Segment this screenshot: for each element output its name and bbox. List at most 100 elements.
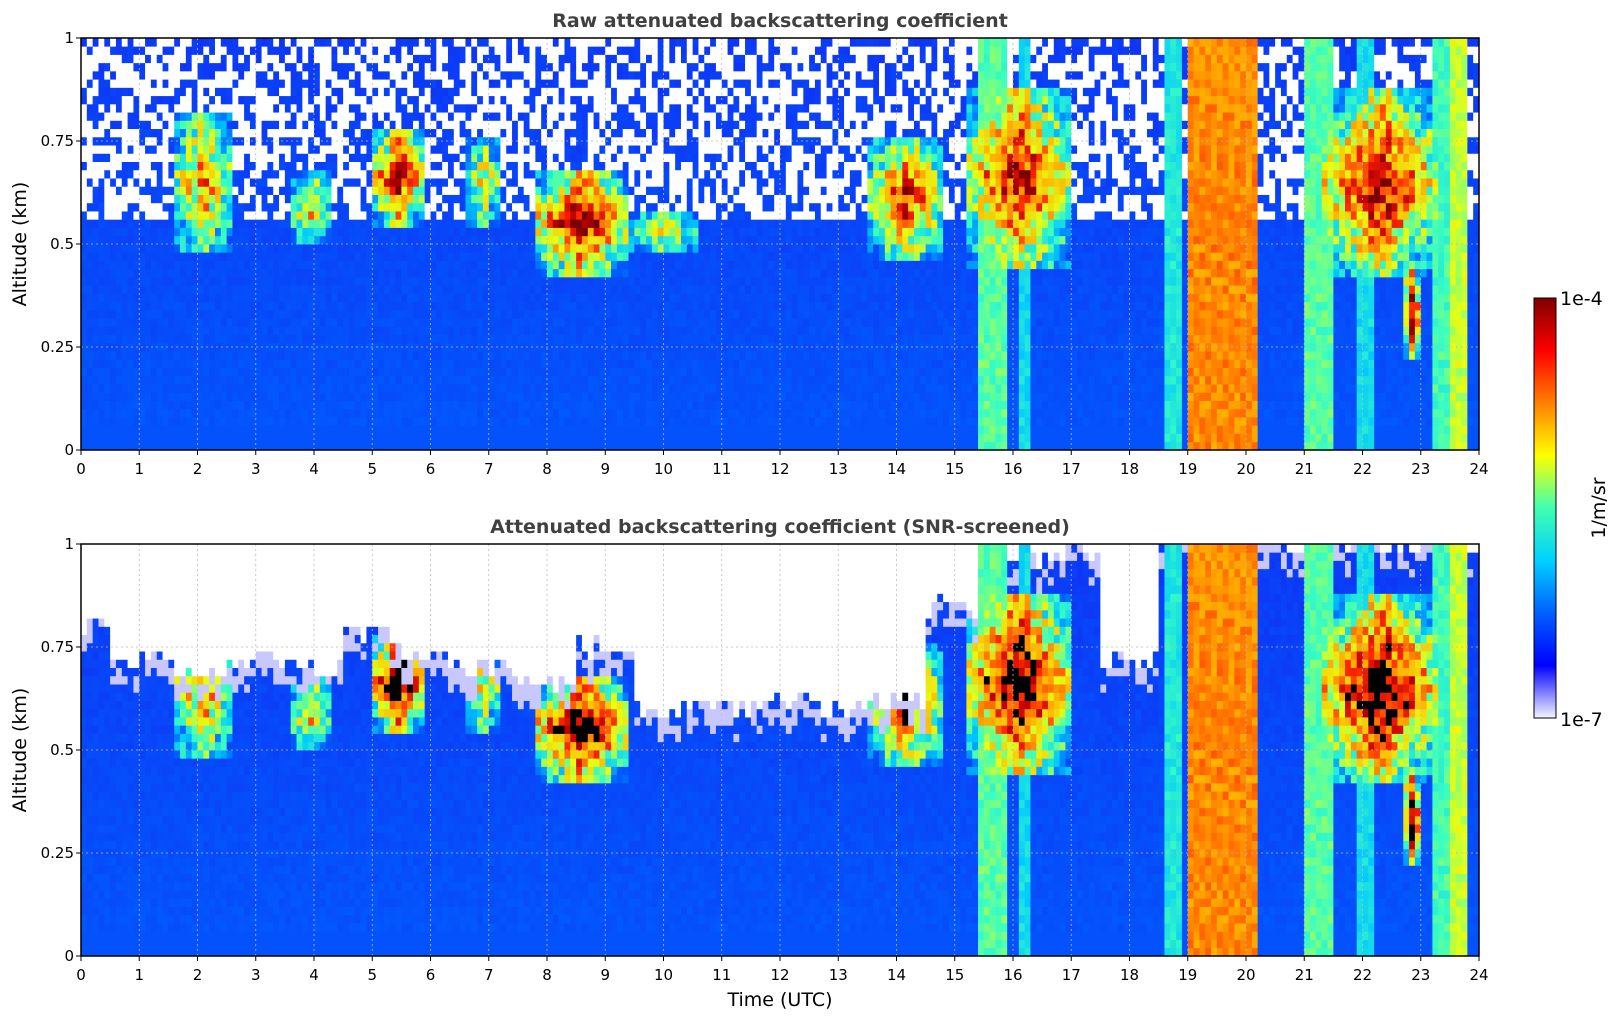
heatmap-cell xyxy=(605,103,612,113)
heatmap-cell xyxy=(599,244,606,253)
heatmap-cell xyxy=(529,425,536,434)
heatmap-cell xyxy=(389,425,396,434)
heatmap-cell xyxy=(657,202,664,212)
heatmap-cell xyxy=(86,351,94,360)
heatmap-cell xyxy=(418,326,426,336)
heatmap-cell xyxy=(517,276,525,286)
heatmap-cell xyxy=(191,392,198,401)
heatmap-cell xyxy=(244,178,251,187)
heatmap-cell xyxy=(331,425,338,434)
heatmap-cell xyxy=(552,202,560,212)
heatmap-cell xyxy=(209,169,216,179)
heatmap-cell xyxy=(477,375,484,385)
heatmap-cell xyxy=(81,425,88,434)
heatmap-cell xyxy=(232,87,239,97)
heatmap-cell xyxy=(238,227,245,237)
heatmap-cell xyxy=(517,293,525,303)
heatmap-cell xyxy=(494,417,501,426)
heatmap-cell xyxy=(401,276,408,286)
heatmap-cell xyxy=(343,293,350,303)
heatmap-cell xyxy=(296,103,303,113)
heatmap-cell xyxy=(127,95,134,105)
heatmap-cell xyxy=(302,194,309,204)
heatmap-cell xyxy=(552,186,560,195)
heatmap-cell xyxy=(616,211,624,220)
heatmap-cell xyxy=(314,178,321,187)
heatmap-cell xyxy=(494,252,501,261)
heatmap-cell xyxy=(185,318,193,327)
heatmap-cell xyxy=(121,54,129,64)
heatmap-cell xyxy=(314,252,321,261)
heatmap-cell xyxy=(226,211,233,220)
heatmap-cell xyxy=(279,70,286,80)
heatmap-cell xyxy=(244,417,251,426)
heatmap-cell xyxy=(284,202,292,212)
heatmap-cell xyxy=(284,375,292,385)
heatmap-cell xyxy=(279,54,286,64)
heatmap-cell xyxy=(366,252,373,261)
heatmap-cell xyxy=(156,227,163,237)
heatmap-cell xyxy=(238,351,245,360)
heatmap-cell xyxy=(552,120,560,130)
heatmap-cell xyxy=(308,417,315,426)
heatmap-cell xyxy=(383,95,391,105)
heatmap-cell xyxy=(599,46,606,55)
heatmap-cell xyxy=(552,441,560,451)
heatmap-cell xyxy=(442,235,449,245)
heatmap-cell xyxy=(174,145,181,154)
heatmap-cell xyxy=(214,145,222,154)
heatmap-cell xyxy=(558,235,565,245)
heatmap-cell xyxy=(552,194,560,204)
heatmap-cell xyxy=(296,326,303,336)
heatmap-cell xyxy=(424,400,431,410)
heatmap-cell xyxy=(366,375,373,385)
heatmap-cell xyxy=(506,309,513,319)
heatmap-cell xyxy=(110,153,117,162)
heatmap-cell xyxy=(616,252,624,261)
heatmap-cell xyxy=(413,392,420,401)
heatmap-cell xyxy=(535,186,542,195)
heatmap-cell xyxy=(640,268,647,278)
heatmap-cell xyxy=(197,235,204,245)
heatmap-cell xyxy=(267,441,274,451)
heatmap-cell xyxy=(535,252,542,261)
heatmap-cell xyxy=(482,169,490,179)
heatmap-cell xyxy=(331,79,338,88)
heatmap-cell xyxy=(436,194,443,204)
heatmap-cell xyxy=(646,260,653,270)
heatmap-cell xyxy=(418,103,426,113)
heatmap-cell xyxy=(541,112,548,121)
heatmap-cell xyxy=(494,145,501,154)
heatmap-cell xyxy=(459,417,466,426)
heatmap-cell xyxy=(471,244,478,253)
heatmap-cell xyxy=(308,112,315,121)
heatmap-cell xyxy=(622,417,629,426)
heatmap-cell xyxy=(92,400,99,410)
heatmap-cell xyxy=(372,408,379,418)
heatmap-cell xyxy=(284,301,292,311)
heatmap-cell xyxy=(296,112,303,121)
heatmap-cell xyxy=(395,38,402,47)
heatmap-cell xyxy=(255,375,262,385)
heatmap-cell xyxy=(348,285,356,294)
heatmap-cell xyxy=(453,95,461,105)
heatmap-cell xyxy=(611,334,618,344)
heatmap-cell xyxy=(150,342,158,352)
heatmap-cell xyxy=(541,334,548,344)
heatmap-cell xyxy=(442,169,449,179)
heatmap-cell xyxy=(488,425,495,434)
heatmap-cell xyxy=(302,46,309,55)
heatmap-cell xyxy=(378,276,385,286)
heatmap-cell xyxy=(348,276,356,286)
heatmap-cell xyxy=(255,408,262,418)
heatmap-cell xyxy=(273,62,280,72)
heatmap-cell xyxy=(86,276,94,286)
heatmap-cell xyxy=(471,268,478,278)
heatmap-cell xyxy=(570,334,577,344)
heatmap-cell xyxy=(634,79,641,88)
heatmap-cell xyxy=(337,276,344,286)
heatmap-cell xyxy=(640,161,647,171)
heatmap-cell xyxy=(605,186,612,195)
heatmap-cell xyxy=(459,38,466,47)
heatmap-cell xyxy=(220,153,228,162)
